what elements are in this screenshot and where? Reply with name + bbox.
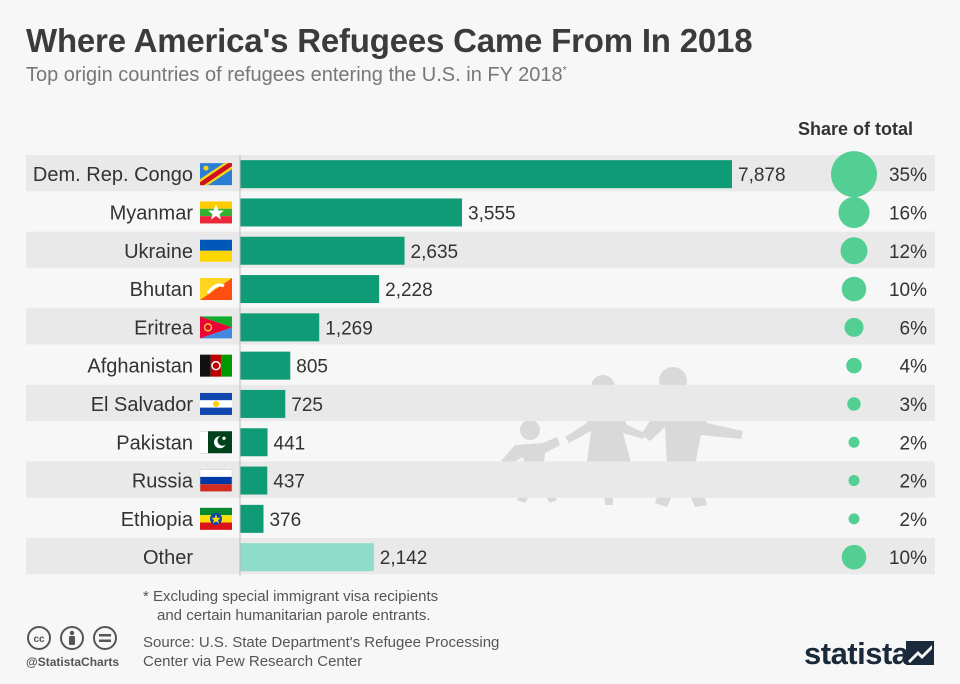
source-line-1: Source: U.S. State Department's Refugee … xyxy=(143,634,500,651)
row-band xyxy=(26,384,935,422)
share-label: 16% xyxy=(889,203,927,224)
attribution-icon xyxy=(60,626,84,650)
value-label: 437 xyxy=(273,472,305,493)
share-bubble xyxy=(841,544,867,570)
bar xyxy=(240,198,463,227)
bar xyxy=(240,313,320,342)
row-band xyxy=(26,538,935,575)
value-label: 2,635 xyxy=(411,242,459,263)
share-label: 4% xyxy=(900,357,928,378)
row-band xyxy=(26,461,935,498)
share-bubble xyxy=(831,151,877,198)
category-label: El Salvador xyxy=(91,394,194,416)
flag-myanmar-icon xyxy=(200,201,232,224)
share-bubble xyxy=(841,276,867,302)
share-label: 10% xyxy=(889,548,927,569)
bar xyxy=(240,428,268,457)
flag-bhutan-icon xyxy=(200,278,232,301)
flag-afghanistan-icon xyxy=(200,354,232,377)
value-label: 1,269 xyxy=(325,318,373,339)
source-line-2: Center via Pew Research Center xyxy=(143,653,363,670)
share-column-header: Share of total xyxy=(798,119,914,139)
share-bubble xyxy=(848,436,860,448)
statista-handle: @StatistaCharts xyxy=(26,655,120,669)
share-bubble xyxy=(847,397,861,411)
row-band xyxy=(26,231,935,268)
chart-title: Where America's Refugees Came From In 20… xyxy=(26,22,753,59)
value-label: 805 xyxy=(296,357,328,378)
category-label: Myanmar xyxy=(110,202,194,224)
bar xyxy=(240,466,268,495)
share-bubble xyxy=(848,475,860,487)
flag-russia-icon xyxy=(199,469,233,492)
bar xyxy=(240,351,291,380)
value-label: 2,228 xyxy=(385,280,433,301)
value-label: 441 xyxy=(274,433,306,454)
value-label: 2,142 xyxy=(380,548,428,569)
category-label: Ethiopia xyxy=(121,509,194,531)
share-label: 35% xyxy=(889,165,927,186)
bar xyxy=(240,504,264,533)
source-note: Source: U.S. State Department's Refugee … xyxy=(143,633,563,671)
share-label: 6% xyxy=(900,318,928,339)
value-label: 725 xyxy=(291,395,323,416)
bar xyxy=(240,543,374,572)
category-label: Ukraine xyxy=(124,241,193,263)
cc-icon xyxy=(27,626,51,650)
share-bubble xyxy=(848,513,860,525)
share-label: 10% xyxy=(889,280,927,301)
category-label: Afghanistan xyxy=(87,356,193,378)
flag-el-salvador-icon xyxy=(200,392,232,415)
svg-text:cc: cc xyxy=(33,634,45,645)
value-label: 7,878 xyxy=(738,165,786,186)
flag-pakistan-icon xyxy=(200,431,232,454)
share-label: 3% xyxy=(900,395,928,416)
statista-logo-mark-icon xyxy=(906,641,934,665)
share-bubble xyxy=(844,317,864,337)
flag-eritrea-icon xyxy=(200,316,232,339)
bar xyxy=(240,389,286,418)
value-label: 376 xyxy=(269,510,301,531)
share-label: 2% xyxy=(900,433,928,454)
footnote: * Excluding special immigrant visa recip… xyxy=(143,587,543,625)
bar xyxy=(240,236,405,265)
footnote-mark: * xyxy=(562,64,567,77)
license-icons: cc xyxy=(27,626,117,650)
category-label: Pakistan xyxy=(116,432,193,454)
bar xyxy=(240,275,380,304)
bar xyxy=(240,160,732,189)
share-label: 12% xyxy=(889,242,927,263)
category-label: Russia xyxy=(132,471,194,493)
footnote-line-1: * Excluding special immigrant visa recip… xyxy=(143,588,439,605)
category-label: Dem. Rep. Congo xyxy=(33,164,193,186)
flag-dr-congo-icon xyxy=(200,163,232,186)
category-label: Bhutan xyxy=(130,279,193,301)
flag-ukraine-icon xyxy=(200,239,232,262)
row-band xyxy=(26,308,935,345)
statista-logo: statista xyxy=(804,636,909,671)
category-label: Eritrea xyxy=(134,317,194,339)
chart-subtitle: Top origin countries of refugees enterin… xyxy=(26,64,567,86)
share-label: 2% xyxy=(900,510,928,531)
no-derivatives-icon xyxy=(93,626,117,650)
flag-ethiopia-icon xyxy=(200,507,232,530)
footnote-line-2: and certain humanitarian parole entrants… xyxy=(157,607,431,624)
share-label: 2% xyxy=(900,472,928,493)
share-bubble xyxy=(846,357,862,374)
share-bubble xyxy=(840,237,868,265)
share-bubble xyxy=(838,196,870,229)
category-label: Other xyxy=(143,547,193,569)
value-label: 3,555 xyxy=(468,203,516,224)
